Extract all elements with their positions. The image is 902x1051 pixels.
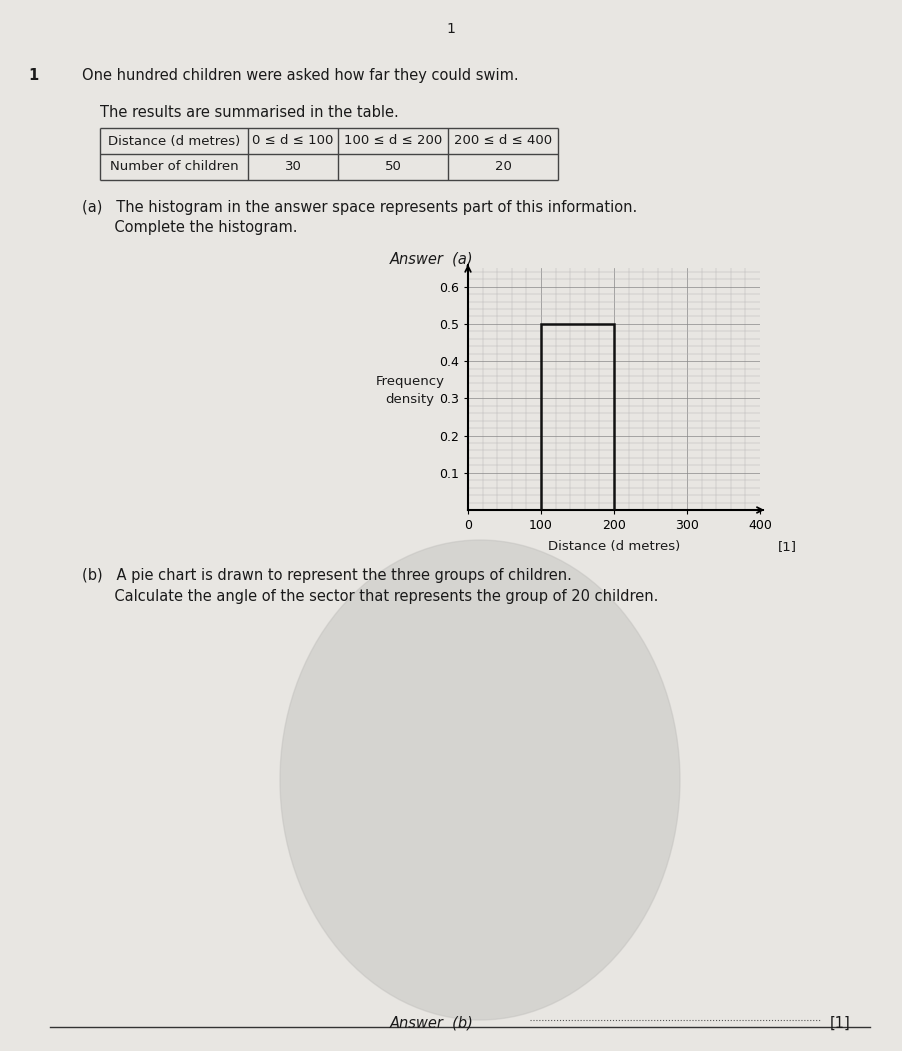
Text: Calculate the angle of the sector that represents the group of 20 children.: Calculate the angle of the sector that r…: [82, 589, 658, 604]
Text: 0 ≤ d ≤ 100: 0 ≤ d ≤ 100: [253, 135, 334, 147]
Text: (b)   A pie chart is drawn to represent the three groups of children.: (b) A pie chart is drawn to represent th…: [82, 568, 572, 583]
Text: [1]: [1]: [830, 1016, 851, 1031]
Bar: [541, 324, 614, 510]
Text: density: density: [385, 392, 435, 406]
Text: [1]: [1]: [778, 540, 797, 553]
Text: Answer  (b): Answer (b): [390, 1016, 474, 1031]
Text: One hundred children were asked how far they could swim.: One hundred children were asked how far …: [82, 68, 519, 83]
Text: Frequency: Frequency: [375, 374, 445, 388]
Text: 20: 20: [494, 161, 511, 173]
Text: Complete the histogram.: Complete the histogram.: [82, 220, 298, 235]
Ellipse shape: [280, 540, 680, 1021]
Text: 50: 50: [384, 161, 401, 173]
Text: 200 ≤ d ≤ 400: 200 ≤ d ≤ 400: [454, 135, 552, 147]
Text: The results are summarised in the table.: The results are summarised in the table.: [100, 105, 399, 120]
Text: Answer  (a): Answer (a): [390, 252, 474, 267]
Text: 30: 30: [284, 161, 301, 173]
Text: Distance (d metres): Distance (d metres): [108, 135, 240, 147]
Text: Number of children: Number of children: [110, 161, 238, 173]
Text: 100 ≤ d ≤ 200: 100 ≤ d ≤ 200: [344, 135, 442, 147]
Text: Distance (d metres): Distance (d metres): [548, 540, 680, 553]
Text: 1: 1: [28, 68, 38, 83]
Text: (a)   The histogram in the answer space represents part of this information.: (a) The histogram in the answer space re…: [82, 200, 637, 215]
Text: 1: 1: [446, 22, 456, 36]
